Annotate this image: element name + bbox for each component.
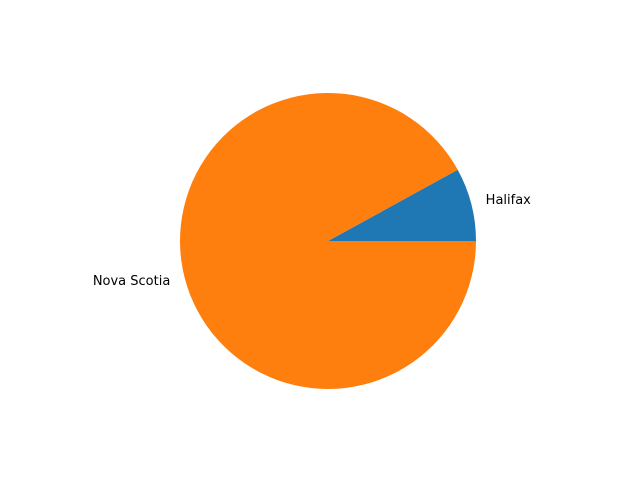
- pie-label-halifax: Halifax: [486, 193, 532, 208]
- pie-label-nova-scotia: Nova Scotia: [93, 274, 171, 289]
- pie-labels: Halifax Nova Scotia: [93, 193, 531, 289]
- pie-slice-nova-scotia: [180, 92, 476, 389]
- pie-slice-halifax: [328, 169, 476, 241]
- pie-slices: [180, 92, 476, 389]
